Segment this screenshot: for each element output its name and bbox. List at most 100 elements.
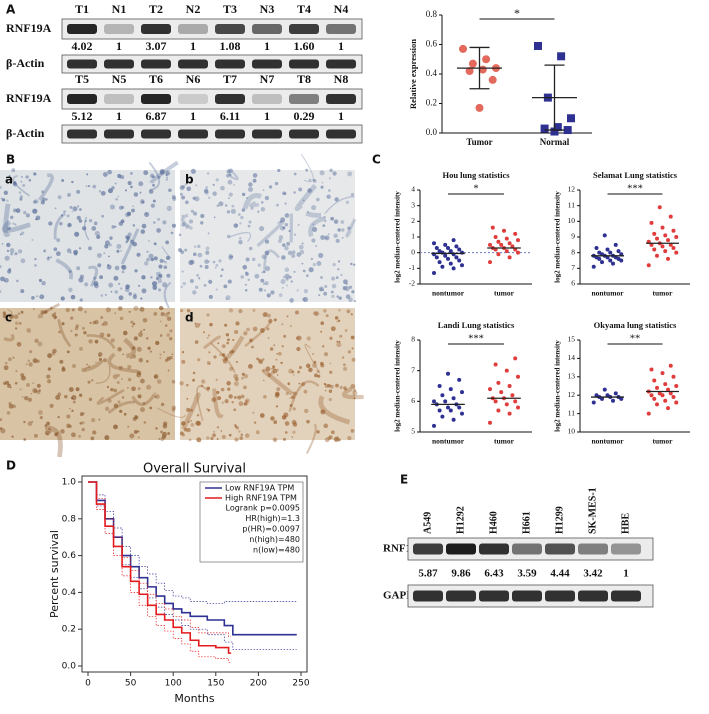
cell — [55, 316, 58, 319]
cell — [247, 278, 250, 281]
cell — [227, 179, 233, 185]
cell — [317, 374, 321, 378]
data-point — [496, 252, 501, 257]
cell — [180, 250, 185, 254]
data-point — [457, 405, 462, 410]
cell — [131, 208, 135, 213]
panel-label: E — [400, 473, 408, 487]
band — [413, 590, 443, 602]
data-point — [657, 205, 662, 210]
cell — [28, 179, 32, 182]
cell — [61, 367, 66, 372]
cell — [235, 321, 240, 326]
cell — [181, 222, 186, 227]
cell — [292, 374, 295, 376]
cell — [188, 219, 194, 224]
cell — [188, 438, 192, 442]
band — [141, 24, 171, 34]
data-point — [608, 258, 613, 263]
cell — [213, 355, 217, 359]
cell — [106, 333, 111, 338]
cell — [47, 353, 52, 359]
cell — [118, 365, 123, 370]
y-tick-label: 0.0 — [426, 127, 438, 137]
data-point — [496, 408, 501, 413]
cell — [289, 298, 294, 303]
band — [289, 59, 319, 69]
cell — [46, 421, 50, 426]
cell — [232, 338, 235, 342]
tissue — [305, 423, 317, 455]
cell — [143, 261, 149, 266]
cell — [66, 248, 72, 253]
cell — [240, 394, 245, 399]
cell — [217, 342, 220, 345]
cell — [208, 362, 211, 365]
cell — [206, 172, 210, 175]
blot — [61, 18, 363, 40]
cell — [284, 202, 287, 205]
cell — [322, 224, 326, 228]
cell — [12, 208, 17, 213]
cell — [289, 397, 292, 399]
cell — [65, 307, 70, 313]
data-point — [674, 400, 679, 405]
cell — [260, 207, 266, 212]
cell — [113, 388, 118, 393]
cell — [316, 261, 322, 266]
cell — [32, 358, 38, 364]
cell — [328, 177, 331, 180]
cell — [41, 190, 45, 194]
cell — [47, 367, 52, 371]
cell — [268, 318, 273, 324]
cell — [83, 331, 87, 335]
cell — [10, 215, 14, 219]
cell — [117, 400, 121, 404]
cell — [164, 324, 168, 327]
cell — [147, 346, 151, 350]
cell — [14, 381, 18, 385]
cell — [157, 217, 161, 221]
cell — [167, 369, 170, 372]
cell — [241, 208, 246, 212]
band — [512, 543, 542, 555]
cell — [186, 407, 191, 412]
cell — [249, 338, 253, 343]
cell — [328, 435, 333, 440]
cell — [241, 192, 246, 197]
cell — [19, 197, 23, 201]
cell — [312, 262, 316, 267]
cell — [246, 327, 250, 332]
cell — [165, 178, 169, 181]
cell — [165, 255, 171, 261]
cell — [324, 220, 327, 223]
band — [326, 59, 356, 69]
cell — [169, 329, 173, 333]
cell — [276, 368, 280, 372]
y-tick-label: -2 — [409, 279, 415, 288]
cell — [244, 433, 250, 438]
cell — [281, 255, 286, 260]
cell — [16, 341, 22, 347]
cell — [81, 226, 87, 231]
data-point — [507, 411, 512, 416]
cell — [6, 199, 9, 202]
cell — [29, 350, 33, 354]
cell — [92, 184, 97, 189]
cell — [224, 204, 228, 207]
tissue — [341, 386, 364, 400]
cell — [150, 203, 155, 208]
data-point — [660, 244, 665, 249]
cell — [278, 293, 283, 297]
cell — [248, 182, 253, 187]
error-bar — [544, 64, 565, 131]
cell — [323, 216, 326, 219]
cell — [132, 354, 137, 359]
cell — [130, 172, 133, 175]
cell — [240, 433, 243, 436]
cell — [244, 283, 247, 286]
cell — [163, 265, 168, 270]
data-point — [663, 398, 668, 403]
data-point — [448, 387, 453, 392]
data-point — [550, 127, 559, 136]
